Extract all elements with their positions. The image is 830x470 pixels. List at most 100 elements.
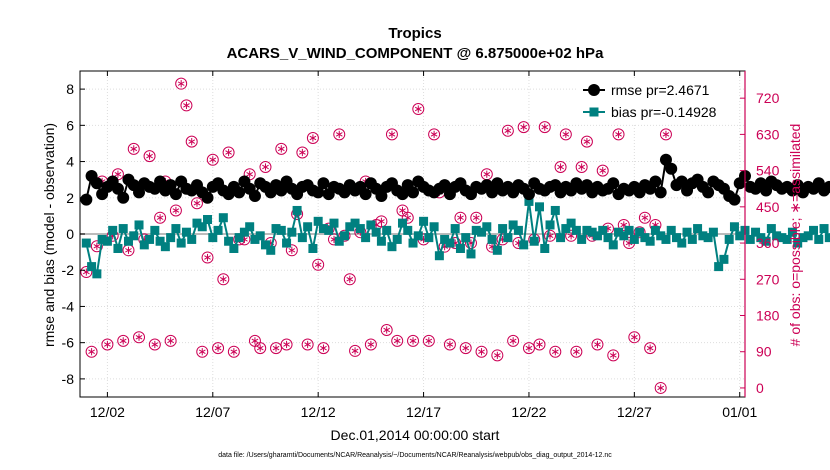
obs-assimilated-point	[299, 148, 306, 157]
obs-possible-point	[570, 345, 583, 358]
obs-assimilated-point	[367, 340, 375, 349]
obs-assimilated-point	[119, 337, 127, 345]
obs-assimilated-point	[251, 337, 259, 345]
rmse-point	[117, 191, 130, 204]
obs-possible-point	[196, 345, 209, 358]
bias-point	[397, 218, 407, 228]
obs-assimilated-point	[151, 340, 159, 349]
rmse-point	[522, 188, 535, 201]
obs-possible-point	[143, 150, 156, 163]
bias-point	[239, 227, 249, 237]
obs-assimilated-point	[283, 340, 290, 349]
obs-assimilated-point	[135, 333, 143, 341]
obs-assimilated-point	[167, 337, 175, 345]
bias-point	[798, 233, 808, 243]
bias-point	[155, 236, 165, 246]
obs-assimilated-point	[204, 253, 211, 262]
x-tick-label: 12/27	[617, 404, 652, 420]
obs-assimilated-point	[304, 340, 312, 349]
bias-point	[487, 234, 497, 244]
obs-possible-point	[270, 342, 283, 355]
obs-assimilated-point	[125, 246, 132, 254]
bias-point	[772, 231, 782, 241]
bias-point	[787, 227, 797, 237]
rmse-point	[248, 189, 261, 202]
bias-point	[419, 216, 429, 226]
chart-title: Tropics	[388, 25, 441, 42]
bias-point	[197, 222, 207, 232]
bias-point	[598, 225, 608, 235]
y2-tick-label: 630	[756, 126, 780, 142]
bias-point	[592, 231, 602, 241]
bias-point	[714, 262, 724, 272]
bias-point	[540, 243, 550, 253]
y-tick-label: 2	[66, 190, 74, 206]
bias-point	[434, 251, 444, 261]
obs-assimilated-point	[183, 101, 190, 110]
bias-point	[566, 218, 576, 228]
obs-possible-point	[596, 164, 609, 177]
rmse-point	[359, 188, 372, 201]
legend: rmse pr=2.4671 bias pr=-0.14928	[577, 78, 739, 124]
bias-point	[150, 225, 160, 235]
obs-possible-point	[607, 349, 620, 362]
obs-assimilated-point	[351, 347, 359, 355]
x-tick-label: 12/12	[301, 404, 336, 420]
bias-point	[113, 243, 123, 253]
bias-point	[450, 224, 460, 234]
bias-point	[482, 222, 492, 232]
axes: 12/02 12/07 12/12 12/17 12/22 12/27 01/01 -8 -6 -…	[62, 71, 780, 420]
bias-point	[255, 231, 265, 241]
bias-point	[160, 242, 170, 252]
obs-possible-point	[280, 338, 293, 351]
obs-possible-point	[222, 146, 235, 159]
obs-possible-point	[517, 121, 530, 134]
bias-point	[556, 233, 566, 243]
bias-point	[392, 234, 402, 244]
obs-possible-point	[317, 342, 330, 355]
obs-assimilated-point	[309, 134, 317, 142]
rmse-point	[154, 175, 167, 188]
bias-point	[803, 231, 813, 241]
obs-assimilated-point	[188, 138, 196, 146]
bias-point	[129, 231, 139, 241]
bias-point	[466, 249, 476, 259]
bias-point	[603, 233, 613, 243]
bias-point	[766, 224, 776, 234]
obs-possible-point	[154, 211, 167, 224]
obs-possible-point	[364, 338, 377, 351]
obs-possible-point	[554, 160, 567, 173]
bias-point	[213, 225, 223, 235]
obs-assimilated-point	[483, 170, 491, 178]
bias-point	[361, 233, 371, 243]
series-0	[80, 153, 830, 206]
bias-point	[271, 224, 281, 234]
obs-possible-point	[533, 338, 546, 351]
obs-possible-point	[275, 142, 288, 155]
y2-tick-label: 270	[756, 271, 780, 287]
obs-assimilated-point	[383, 326, 391, 334]
bias-point	[703, 233, 713, 243]
bias-point	[287, 227, 297, 237]
y-tick-label: 4	[66, 154, 74, 170]
bias-point	[440, 234, 450, 244]
bias-point	[724, 234, 734, 244]
obs-assimilated-point	[615, 130, 622, 138]
y2-axis-label: # of obs: o=possible; ∗=assimilated	[787, 124, 803, 347]
rmse-point	[659, 153, 672, 166]
obs-possible-point	[565, 229, 578, 242]
bias-point	[366, 220, 376, 230]
bias-point	[698, 231, 708, 241]
rmse-point	[665, 162, 678, 175]
bias-point	[756, 233, 766, 243]
bias-point	[176, 238, 186, 248]
y-tick-label: -8	[62, 371, 75, 387]
rmse-point	[111, 182, 124, 195]
y2-tick-label: 450	[756, 199, 780, 215]
bias-point	[529, 236, 539, 246]
bias-point	[809, 225, 819, 235]
obs-possible-point	[185, 135, 198, 148]
bias-point	[139, 240, 149, 250]
obs-possible-point	[90, 240, 103, 253]
